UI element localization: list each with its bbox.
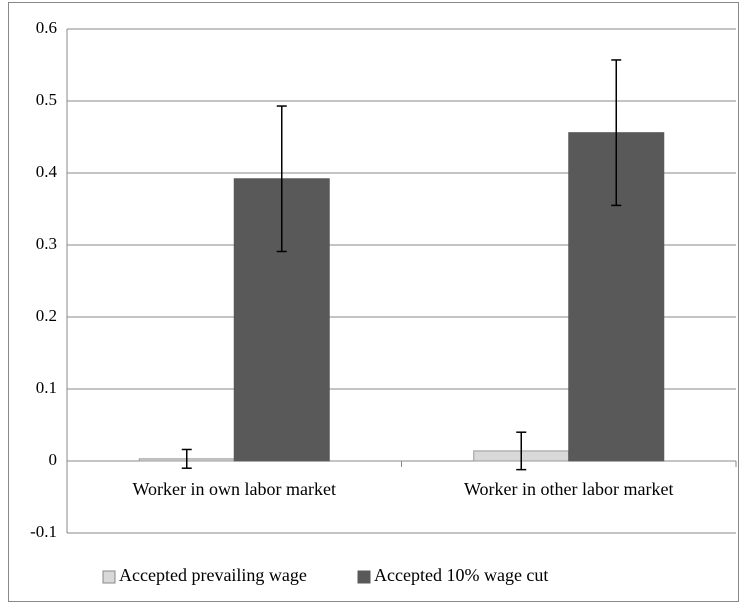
legend-swatch	[357, 570, 371, 584]
legend-swatch	[102, 570, 116, 584]
y-tick-label: 0.1	[36, 378, 57, 397]
y-tick-label: 0.3	[36, 234, 57, 253]
legend-label: Accepted 10% wage cut	[374, 565, 548, 585]
y-tick-label: 0.6	[36, 18, 57, 37]
y-tick-label: 0.4	[36, 162, 58, 181]
y-tick-label: -0.1	[30, 522, 57, 541]
x-tick-label: Worker in own labor market	[133, 479, 336, 499]
error-bar	[276, 105, 287, 253]
error-bar	[516, 431, 527, 471]
y-tick-label: 0.5	[36, 90, 57, 109]
y-tick-label: 0	[49, 450, 58, 469]
error-bar	[181, 448, 192, 469]
legend-label: Accepted prevailing wage	[119, 565, 307, 585]
y-tick-label: 0.2	[36, 306, 57, 325]
x-tick-label: Worker in other labor market	[464, 479, 673, 499]
error-bar	[611, 59, 622, 207]
